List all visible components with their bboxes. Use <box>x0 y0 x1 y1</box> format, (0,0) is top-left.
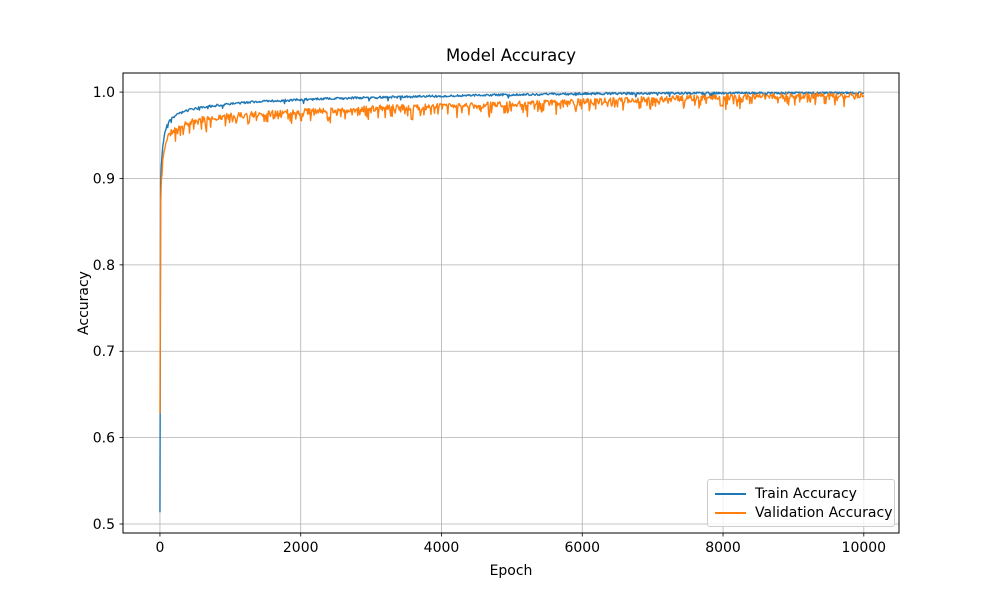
x-tick-label: 4000 <box>424 540 460 556</box>
y-tick-label: 1.0 <box>93 85 115 101</box>
x-axis-label: Epoch <box>489 563 533 579</box>
series-line-0 <box>159 91 864 513</box>
series-lines <box>159 91 865 513</box>
x-tick-label: 10000 <box>842 540 887 556</box>
series-line-1 <box>159 92 865 414</box>
legend-entry-validation: Validation Accuracy <box>715 504 893 523</box>
plot-border <box>122 72 900 534</box>
y-tick-label: 0.9 <box>93 171 115 187</box>
y-axis-label: Accuracy <box>76 271 92 335</box>
y-tick-label: 0.7 <box>93 344 115 360</box>
validation-line-swatch <box>715 511 746 514</box>
legend: Train Accuracy Validation Accuracy <box>707 479 895 527</box>
x-tick-label: 2000 <box>283 540 319 556</box>
axis-ticks: 0 2000 4000 6000 8000 10000 0.5 0.6 0.7 0.8 0.9 1.0 <box>93 85 886 556</box>
axes-spines <box>122 72 900 534</box>
train-line-swatch <box>715 493 746 496</box>
y-tick-label: 0.5 <box>93 517 115 533</box>
x-tick-label: 0 <box>155 540 164 556</box>
legend-label-validation: Validation Accuracy <box>755 504 893 521</box>
legend-label-train: Train Accuracy <box>755 486 857 503</box>
chart-title: Model Accuracy <box>445 46 577 65</box>
grid-lines <box>123 73 899 533</box>
legend-entry-train: Train Accuracy <box>715 485 886 504</box>
y-tick-label: 0.8 <box>93 258 115 274</box>
x-tick-label: 6000 <box>564 540 600 556</box>
x-tick-label: 8000 <box>705 540 741 556</box>
y-tick-label: 0.6 <box>93 431 115 447</box>
